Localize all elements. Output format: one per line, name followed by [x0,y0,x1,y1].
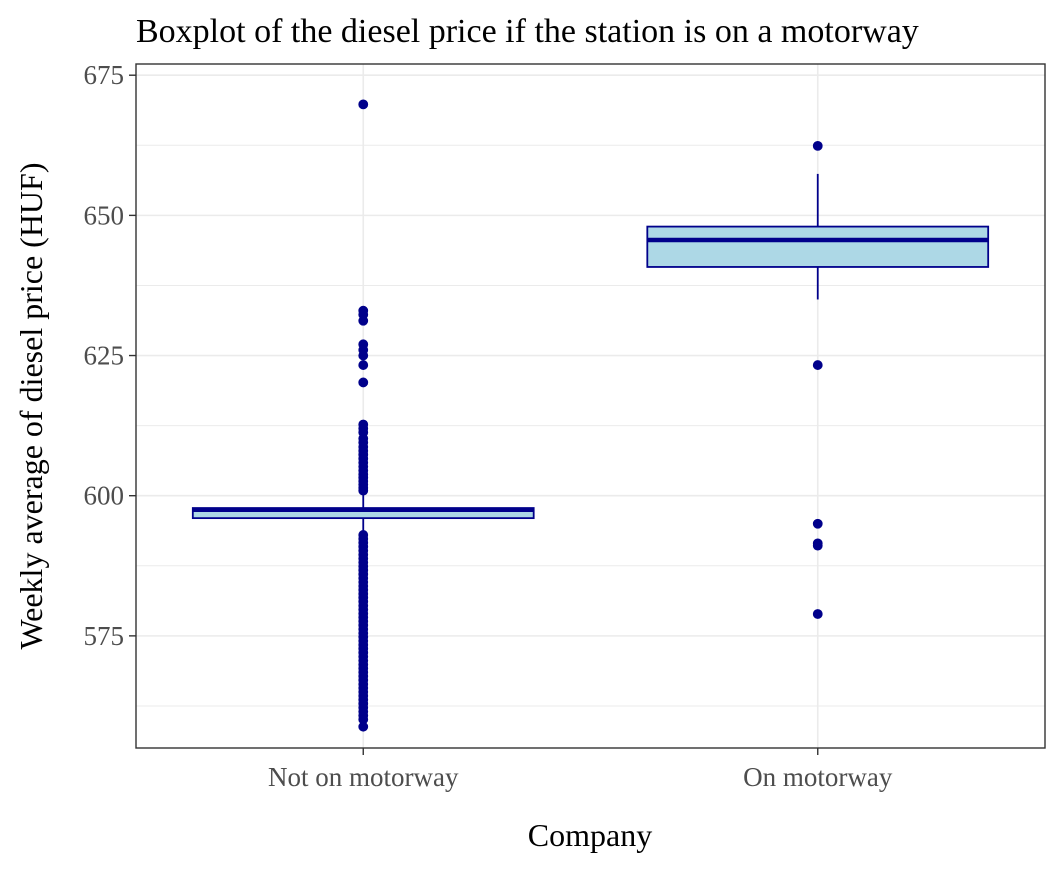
outlier-point [358,315,369,326]
outlier-point [358,360,369,370]
outlier-point [358,377,369,388]
y-tick-label: 575 [84,621,125,651]
x-axis-title: Company [528,817,652,853]
box-iqr [646,225,990,268]
outlier-point [812,540,823,551]
outlier-point [358,721,369,732]
grid-lines [136,64,1045,748]
outlier-point [358,99,369,110]
x-tick-label: Not on motorway [268,762,459,792]
box-layer [191,173,990,533]
panel-border [135,63,1046,749]
y-tick-label: 675 [84,60,125,90]
y-axis-title: Weekly average of diesel price (HUF) [13,163,49,650]
y-tick-label: 650 [84,200,125,230]
outlier-point [812,609,823,619]
axis-layer: 575 600 625 650 675 Not on motorway On motorwa… [84,60,893,792]
outlier-point [358,485,369,496]
chart-title: Boxplot of the diesel price if the stati… [136,13,919,50]
y-tick-label: 600 [84,481,125,511]
x-tick-label: On motorway [743,762,893,792]
outlier-point [812,140,823,151]
outlier-layer [358,99,823,732]
y-tick-label: 625 [84,341,125,371]
outlier-point [358,350,369,361]
outlier-point [812,360,823,370]
outlier-point [812,518,823,529]
